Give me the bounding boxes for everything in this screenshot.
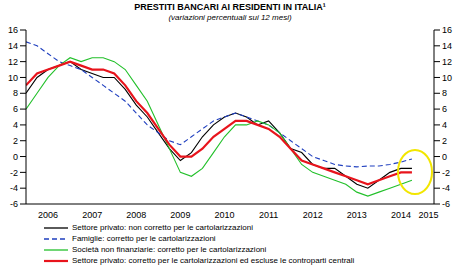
svg-text:2011: 2011	[259, 210, 278, 220]
svg-text:12: 12	[8, 57, 18, 67]
svg-text:-4: -4	[442, 183, 450, 193]
svg-text:2012: 2012	[303, 210, 323, 220]
svg-text:2014: 2014	[391, 210, 411, 220]
svg-text:12: 12	[442, 57, 452, 67]
svg-text:4: 4	[13, 120, 18, 130]
svg-text:2006: 2006	[38, 210, 58, 220]
html-text:Settore privato: corretto per: Settore privato: corretto per le cartola…	[72, 256, 355, 265]
svg-text:14: 14	[442, 41, 452, 51]
svg-text:2008: 2008	[126, 210, 146, 220]
svg-text:-2: -2	[442, 168, 450, 178]
svg-text:6: 6	[13, 104, 18, 114]
html-text:(variazioni percentuali sui 12: (variazioni percentuali sui 12 mesi)	[168, 13, 292, 22]
svg-text:6: 6	[442, 104, 447, 114]
svg-text:2007: 2007	[82, 210, 102, 220]
svg-text:2: 2	[442, 136, 447, 146]
svg-text:2: 2	[13, 136, 18, 146]
svg-text:10: 10	[442, 73, 452, 83]
svg-text:16: 16	[8, 25, 18, 35]
html-text:PRESTITI BANCARI AI RESIDENTI: PRESTITI BANCARI AI RESIDENTI IN ITALIA¹	[134, 2, 326, 12]
svg-text:8: 8	[442, 88, 447, 98]
svg-text:-6: -6	[10, 199, 18, 209]
svg-text:10: 10	[8, 73, 18, 83]
svg-text:2015: 2015	[418, 210, 438, 220]
svg-text:0: 0	[442, 152, 447, 162]
html-text:Società non finanziarie: corre: Società non finanziarie: corretto per le…	[72, 245, 267, 254]
svg-text:14: 14	[8, 41, 18, 51]
svg-text:2010: 2010	[214, 210, 234, 220]
svg-text:16: 16	[442, 25, 452, 35]
svg-text:2009: 2009	[170, 210, 190, 220]
svg-text:8: 8	[13, 88, 18, 98]
svg-text:-2: -2	[10, 168, 18, 178]
html-text:Famiglie: corretto per le cart: Famiglie: corretto per le cartolarizzazi…	[72, 234, 216, 243]
svg-text:2013: 2013	[347, 210, 367, 220]
svg-text:-6: -6	[442, 199, 450, 209]
svg-text:4: 4	[442, 120, 447, 130]
html-text:Settore privato: non corretto: Settore privato: non corretto per le car…	[72, 223, 253, 232]
svg-text:-4: -4	[10, 183, 18, 193]
svg-text:0: 0	[13, 152, 18, 162]
